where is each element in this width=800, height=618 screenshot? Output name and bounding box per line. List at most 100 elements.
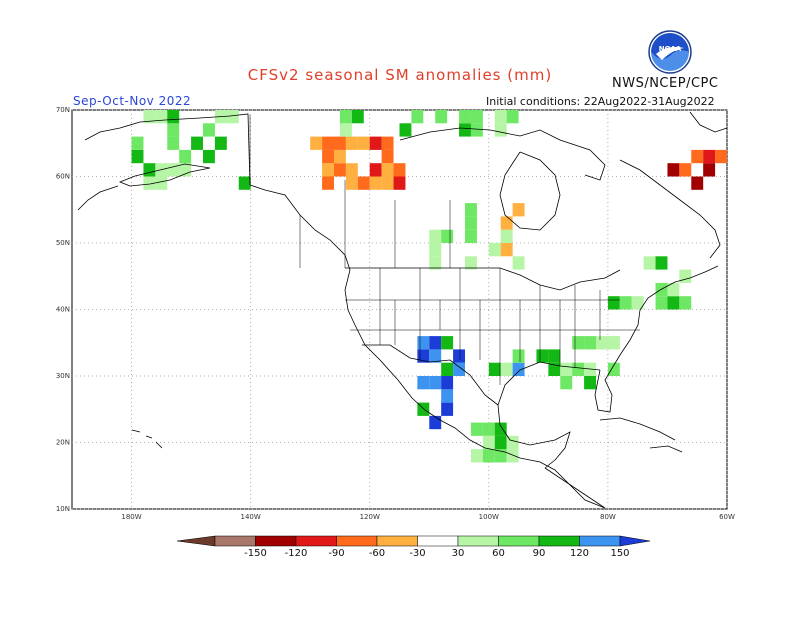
anomaly-cell [417,349,430,363]
colorbar-segment [255,535,297,547]
anomaly-cell [560,362,573,376]
anomaly-cell [381,163,394,177]
gulf-coast [497,361,601,469]
anomaly-cell [679,269,692,283]
anomaly-cell [506,435,519,450]
anomaly-cell [631,296,644,310]
anomaly-cell [465,216,477,230]
anomaly-cell [548,362,561,376]
anomaly-cell [572,336,585,350]
colorbar-label: 150 [610,548,629,559]
anomaly-cell [482,435,495,450]
anomaly-cell [429,336,442,350]
anomaly-cell [494,123,507,137]
anomaly-cell [643,256,656,270]
anomaly-cell [167,123,180,137]
labrador-coast [619,159,721,259]
colorbar-segment [336,535,378,547]
anomaly-cell [381,176,394,190]
y-tick-label: 60N [56,173,70,181]
colorbar-segment [417,535,459,547]
anomaly-cell [584,336,596,350]
x-tick-label: 80W [600,513,616,521]
anomaly-cell [470,110,483,124]
x-tick-label: 100W [479,513,499,521]
colorbar-label: -150 [244,548,267,559]
anomaly-cell [494,422,507,436]
anomaly-cell [679,163,692,177]
anomaly-cell [179,163,192,177]
anomaly-cell [179,149,192,164]
anomaly-cell [345,176,358,190]
anomaly-cell [417,336,430,350]
anomaly-cell [334,136,346,150]
colorbar-label: -120 [285,548,308,559]
anomaly-cell [441,362,454,376]
y-tick-label: 10N [56,505,70,513]
anomaly-cell [470,449,483,463]
colorbar-segment [538,535,580,547]
colorbar-segment [214,535,256,547]
anomaly-cell [399,123,412,137]
anomaly-cell [506,449,519,463]
anomaly-cell [655,256,668,270]
anomaly-cell [494,110,507,124]
anomaly-cell [131,149,144,164]
anomaly-cell [465,256,477,270]
anomaly-cell [345,136,358,150]
anomaly-cell [155,110,168,124]
anomaly-cell [357,136,370,150]
anomaly-cell [703,149,716,164]
anomaly-cell [417,376,430,390]
alaska-peninsula [118,163,211,187]
anomaly-cell [339,110,352,124]
anomaly-cell [512,203,525,217]
colorbar-segment [498,535,540,547]
colorbar-right-arrow [619,535,651,547]
anomaly-cell [167,136,180,150]
anomaly-cell [512,362,525,376]
anomaly-cell [667,163,680,177]
anomaly-cell [345,163,358,177]
anomaly-cell [429,256,442,270]
colorbar-left-arrow [176,535,216,547]
anomaly-cell [334,149,346,164]
anomaly-cell [167,110,180,124]
anomaly-cell [465,229,477,243]
anomaly-cell [500,362,513,376]
anomaly-cell [512,256,525,270]
anomaly-cell [607,362,620,376]
us-canada-border [345,267,621,291]
anomaly-cell [339,123,352,137]
colorbar: -150 -120 -90 -60 -30 30 60 90 120 150 [176,535,651,559]
anomaly-cell [167,163,180,177]
canada-provinces [249,115,451,268]
colorbar-segment [376,535,418,547]
map-title: CFSv2 seasonal SM anomalies (mm) [247,66,553,84]
anomaly-cell [351,110,364,124]
colorbar-label: 120 [570,548,589,559]
greenland-edge [689,111,728,133]
hawaii [131,429,163,449]
anomaly-cell [465,203,477,217]
central-america [544,467,606,509]
x-tick-label: 60W [719,513,735,521]
anomaly-cell [470,422,483,436]
colorbar-segment [295,535,337,547]
anomaly-cell [500,216,513,230]
anomaly-cell [429,415,442,430]
anomaly-cell [441,229,454,243]
anomaly-cell [429,349,442,363]
anomaly-cell [715,149,727,164]
anomaly-cell [357,176,370,190]
x-tick-label: 140W [240,513,260,521]
anomaly-cell [322,176,334,190]
colorbar-segment [579,535,621,547]
anomaly-cell [453,349,465,363]
anomaly-cell [393,163,406,177]
cuba [599,417,676,441]
anomaly-cell [536,349,549,363]
anomaly-cell [453,362,465,376]
anomaly-cell [494,449,507,463]
